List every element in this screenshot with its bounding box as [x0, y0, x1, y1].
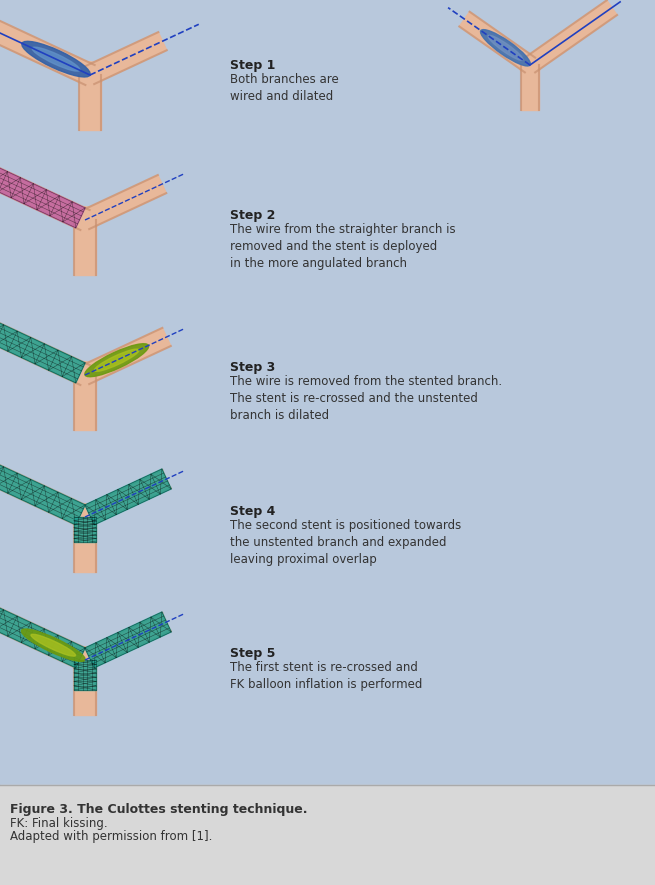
Text: The wire is removed from the stented branch.
The stent is re-crossed and the uns: The wire is removed from the stented bra…: [230, 375, 502, 422]
Circle shape: [72, 207, 98, 234]
Circle shape: [72, 647, 98, 673]
Ellipse shape: [488, 35, 523, 60]
Circle shape: [72, 504, 98, 530]
Ellipse shape: [22, 42, 90, 77]
Polygon shape: [74, 375, 96, 430]
Polygon shape: [74, 220, 96, 275]
Circle shape: [519, 54, 541, 76]
Polygon shape: [79, 75, 101, 130]
Polygon shape: [0, 165, 90, 230]
Text: The second stent is positioned towards
the unstented branch and expanded
leaving: The second stent is positioned towards t…: [230, 519, 461, 566]
Polygon shape: [0, 604, 85, 668]
Polygon shape: [74, 517, 96, 572]
Ellipse shape: [84, 343, 149, 377]
Circle shape: [77, 62, 103, 88]
Polygon shape: [74, 660, 96, 715]
Text: FK: Final kissing.: FK: Final kissing.: [10, 817, 107, 830]
Text: Step 5: Step 5: [230, 647, 275, 660]
Ellipse shape: [481, 29, 531, 66]
Polygon shape: [0, 460, 85, 525]
Polygon shape: [86, 32, 167, 84]
Polygon shape: [81, 613, 171, 669]
Polygon shape: [74, 660, 96, 690]
Ellipse shape: [94, 349, 139, 372]
Ellipse shape: [32, 47, 80, 71]
Text: Step 1: Step 1: [230, 59, 275, 72]
Text: Step 3: Step 3: [230, 361, 275, 374]
Text: Step 4: Step 4: [230, 505, 275, 518]
Polygon shape: [0, 20, 95, 85]
Text: Figure 3. The Culottes stenting technique.: Figure 3. The Culottes stenting techniqu…: [10, 803, 307, 816]
Text: Step 2: Step 2: [230, 209, 275, 222]
Bar: [0, 785, 655, 885]
Text: Both branches are
wired and dilated: Both branches are wired and dilated: [230, 73, 339, 103]
Text: Adapted with permission from [1].: Adapted with permission from [1].: [10, 830, 212, 843]
Polygon shape: [459, 12, 535, 73]
Text: The first stent is re-crossed and
FK balloon inflation is performed: The first stent is re-crossed and FK bal…: [230, 661, 422, 691]
Polygon shape: [521, 65, 539, 110]
Circle shape: [72, 362, 98, 389]
Polygon shape: [525, 0, 617, 73]
Polygon shape: [81, 470, 171, 526]
Polygon shape: [0, 604, 90, 670]
Polygon shape: [81, 328, 171, 384]
Text: The wire from the straighter branch is
removed and the stent is deployed
in the : The wire from the straighter branch is r…: [230, 223, 456, 270]
Polygon shape: [85, 612, 171, 668]
Polygon shape: [0, 319, 85, 383]
Polygon shape: [81, 175, 166, 229]
Polygon shape: [74, 517, 96, 542]
Polygon shape: [0, 165, 85, 227]
Polygon shape: [0, 319, 90, 385]
Polygon shape: [85, 469, 171, 525]
Ellipse shape: [22, 629, 85, 661]
Ellipse shape: [31, 635, 75, 656]
Polygon shape: [0, 460, 90, 527]
